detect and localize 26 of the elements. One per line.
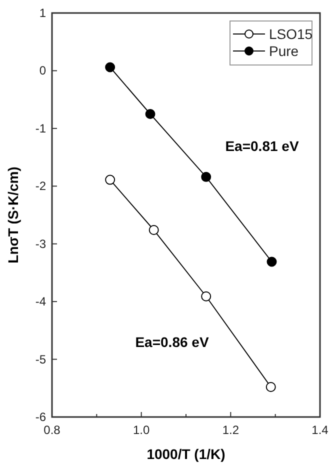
legend-label: LSO15: [269, 26, 313, 42]
x-tick-label: 1.2: [222, 423, 240, 437]
y-tick-label: -6: [35, 410, 46, 424]
y-tick-label: -1: [35, 121, 46, 136]
point: [145, 109, 156, 119]
y-tick-label: -3: [35, 236, 46, 251]
y-tick-label: 1: [39, 6, 46, 20]
x-tick-label: 1.0: [132, 423, 150, 437]
y-tick-label: -4: [35, 294, 46, 309]
point: [105, 62, 116, 72]
annotation: Ea=0.81 eV: [225, 138, 300, 154]
annotation: Ea=0.86 eV: [135, 334, 210, 350]
x-axis-title: 1000/T (1/K): [146, 446, 226, 462]
x-tick-label: 0.8: [44, 423, 61, 437]
y-tick-label: -2: [35, 179, 46, 194]
point: [266, 382, 276, 392]
x-tick-label: 1.4: [312, 423, 329, 437]
y-tick-label: 0: [39, 64, 46, 78]
point: [201, 172, 212, 182]
point: [201, 291, 212, 302]
point: [266, 256, 277, 267]
legend-label: Pure: [269, 43, 299, 59]
y-axis-title: LnσT (S·K/cm): [5, 166, 21, 264]
point: [148, 225, 159, 236]
y-tick-label: -5: [35, 352, 46, 366]
point: [105, 174, 116, 185]
